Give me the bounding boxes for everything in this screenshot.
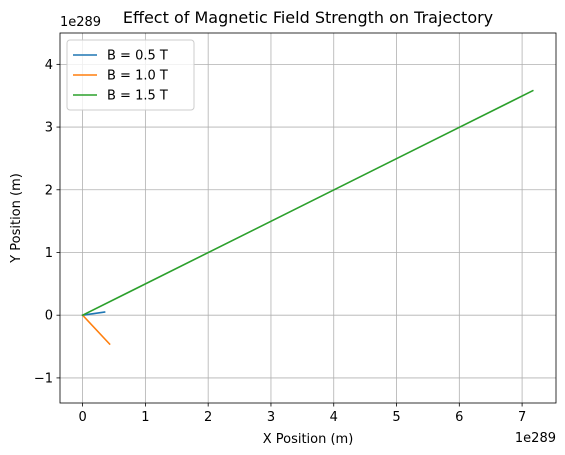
axes-frame <box>59 32 557 404</box>
series-line-3 <box>81 89 534 317</box>
series-line-2 <box>81 314 111 346</box>
legend-label-3: B = 1.5 T <box>107 89 168 104</box>
grid <box>60 33 556 403</box>
y-tick-label: 3 <box>45 121 53 136</box>
x-tick-label: 6 <box>455 410 463 425</box>
ticks: 0 1 2 3 4 5 6 7 −1 0 1 2 3 4 <box>34 58 526 425</box>
series-line-1 <box>81 311 106 317</box>
y-tick-label: 2 <box>45 183 53 198</box>
y-tick-label: −1 <box>34 371 53 386</box>
series-group <box>81 89 534 346</box>
y-axis-label: Y Position (m) <box>9 173 24 264</box>
x-tick-label: 5 <box>392 410 400 425</box>
legend-box <box>66 39 195 111</box>
x-tick-label: 0 <box>78 410 86 425</box>
y-tick-label: 4 <box>45 58 53 73</box>
x-axis-label: X Position (m) <box>263 432 354 447</box>
x-tick-label: 7 <box>518 410 526 425</box>
x-tick-label: 3 <box>267 410 275 425</box>
y-tick-label: 1 <box>45 246 53 261</box>
x-tick-label: 4 <box>330 410 338 425</box>
chart-title: Effect of Magnetic Field Strength on Tra… <box>123 8 493 27</box>
x-axis-offset-label: 1e289 <box>515 431 556 446</box>
y-tick-label: 0 <box>45 309 53 324</box>
legend-label-1: B = 0.5 T <box>107 49 168 64</box>
y-axis-offset-label: 1e289 <box>60 15 101 30</box>
legend-label-2: B = 1.0 T <box>107 69 168 84</box>
x-tick-label: 2 <box>204 410 212 425</box>
legend: B = 0.5 T B = 1.0 T B = 1.5 T <box>66 39 195 111</box>
x-tick-label: 1 <box>141 410 149 425</box>
